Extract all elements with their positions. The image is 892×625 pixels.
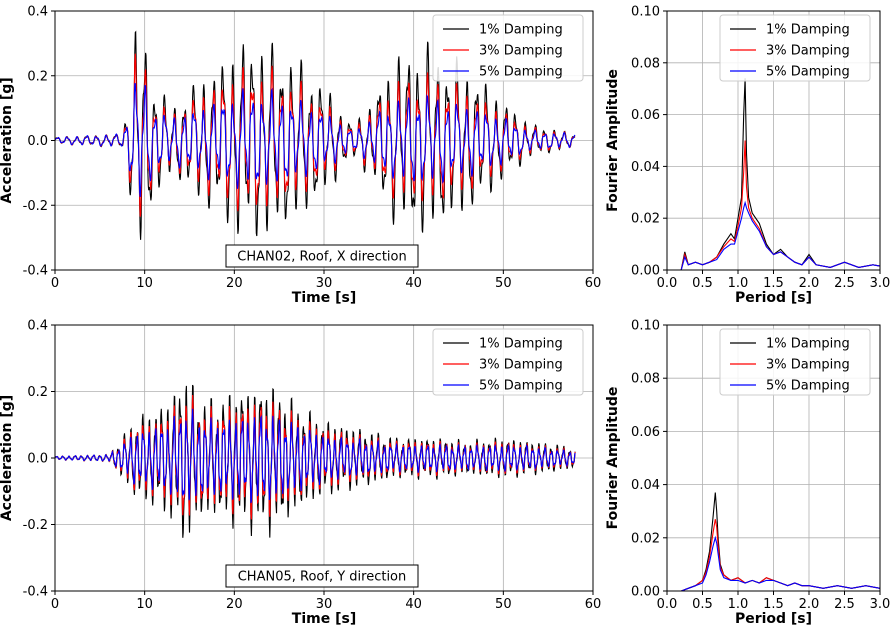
x-tick-label: 50 bbox=[495, 276, 512, 291]
x-tick-label: 40 bbox=[405, 597, 422, 612]
series-line-3pct bbox=[680, 140, 880, 270]
y-tick-label: 0.00 bbox=[631, 264, 660, 279]
annotation-box: CHAN05, Roof, Y direction bbox=[225, 564, 419, 588]
x-tick-label: 10 bbox=[136, 276, 153, 291]
series-line-5pct bbox=[55, 83, 576, 198]
x-tick-label: 60 bbox=[585, 276, 602, 291]
y-tick-label: 0.04 bbox=[631, 478, 660, 493]
x-tick-label: 1.5 bbox=[763, 276, 784, 291]
x-tick-label: 0.0 bbox=[657, 597, 678, 612]
legend-label: 5% Damping bbox=[766, 65, 850, 80]
x-tick-label: 20 bbox=[226, 276, 243, 291]
y-tick-label: 0.4 bbox=[27, 5, 48, 20]
y-tick-label: 0.04 bbox=[631, 160, 660, 175]
series-line-1pct bbox=[681, 492, 880, 591]
y-tick-label: 0.06 bbox=[631, 425, 660, 440]
legend-label: 1% Damping bbox=[479, 337, 563, 352]
legend-box bbox=[432, 328, 584, 396]
legend-label: 3% Damping bbox=[479, 44, 563, 59]
x-tick-label: 1.5 bbox=[763, 597, 784, 612]
y-tick-label: 0.0 bbox=[27, 134, 48, 149]
y-tick-label: -0.2 bbox=[23, 199, 48, 214]
x-tick-label: 0.0 bbox=[657, 276, 678, 291]
series-line-1pct bbox=[680, 78, 880, 270]
legend-label: 5% Damping bbox=[766, 379, 850, 394]
y-tick-label: 0.08 bbox=[631, 56, 660, 71]
x-tick-label: 30 bbox=[316, 597, 333, 612]
y-axis-label: Fourier Amplitude bbox=[605, 69, 621, 212]
series-line-5pct bbox=[681, 535, 880, 591]
x-axis-label: Time [s] bbox=[292, 611, 356, 625]
y-tick-label: 0.06 bbox=[631, 108, 660, 123]
legend-label: 5% Damping bbox=[479, 65, 563, 80]
x-tick-label: 2.5 bbox=[834, 276, 855, 291]
x-tick-label: 30 bbox=[316, 276, 333, 291]
x-tick-label: 1.0 bbox=[728, 597, 749, 612]
y-tick-label: 0.10 bbox=[631, 5, 660, 20]
y-tick-label: -0.4 bbox=[23, 585, 48, 600]
x-tick-label: 2.0 bbox=[799, 597, 820, 612]
chan02-fourier-panel: 0.0 0.5 1.0 1.5 2.0 2.5 3.0 0.00 0.02 0.04 0.06 0.0… bbox=[605, 5, 890, 307]
series-line-5pct bbox=[680, 200, 880, 270]
x-tick-label: 50 bbox=[495, 597, 512, 612]
x-tick-label: 2.0 bbox=[799, 276, 820, 291]
y-tick-label: 0.08 bbox=[631, 372, 660, 387]
x-tick-label: 3.0 bbox=[870, 276, 891, 291]
x-tick-label: 0 bbox=[51, 276, 59, 291]
annotation-box: CHAN02, Roof, X direction bbox=[225, 244, 419, 268]
annotation-text: CHAN02, Roof, X direction bbox=[237, 250, 406, 265]
x-tick-label: 10 bbox=[136, 597, 153, 612]
x-tick-label: 1.0 bbox=[728, 276, 749, 291]
legend-label: 3% Damping bbox=[766, 44, 850, 59]
legend-label: 3% Damping bbox=[479, 358, 563, 373]
series-line-5pct bbox=[55, 408, 576, 504]
legend-label: 1% Damping bbox=[766, 23, 850, 38]
legend-box bbox=[719, 14, 871, 82]
chan05-fourier-panel: 0.0 0.5 1.0 1.5 2.0 2.5 3.0 0.00 0.02 0.04 0.06 0.0… bbox=[605, 319, 890, 625]
legend-box bbox=[432, 14, 584, 82]
y-tick-label: 0.0 bbox=[27, 452, 48, 467]
y-tick-label: -0.2 bbox=[23, 518, 48, 533]
chan02-time-panel: 0 10 20 30 40 50 60-0.4-0.20.00.20.4 Time [s] … bbox=[0, 5, 601, 307]
x-axis-label: Period [s] bbox=[735, 611, 812, 625]
x-tick-label: 40 bbox=[405, 276, 422, 291]
legend-label: 1% Damping bbox=[766, 337, 850, 352]
y-tick-label: 0.10 bbox=[631, 319, 660, 334]
y-tick-label: 0.00 bbox=[631, 585, 660, 600]
legend-label: 5% Damping bbox=[479, 379, 563, 394]
legend-label: 1% Damping bbox=[479, 23, 563, 38]
y-axis-label: Acceleration [g] bbox=[0, 77, 15, 203]
x-tick-label: 0.5 bbox=[692, 597, 713, 612]
legend: 1% Damping 3% Damping 5% Damping bbox=[719, 14, 871, 82]
annotation-text: CHAN05, Roof, Y direction bbox=[238, 570, 407, 585]
y-tick-label: -0.4 bbox=[23, 264, 48, 279]
y-tick-label: 0.02 bbox=[631, 212, 660, 227]
y-tick-label: 0.02 bbox=[631, 531, 660, 546]
y-tick-label: 0.4 bbox=[27, 319, 48, 334]
y-tick-label: 0.2 bbox=[27, 69, 48, 84]
y-axis-label: Acceleration [g] bbox=[0, 395, 15, 521]
chan05-time-panel: 0 10 20 30 40 50 60-0.4-0.20.00.20.4 Time [s] … bbox=[0, 319, 601, 625]
y-tick-label: 0.2 bbox=[27, 385, 48, 400]
x-axis-label: Time [s] bbox=[292, 290, 356, 306]
x-axis-label: Period [s] bbox=[735, 290, 812, 306]
x-tick-label: 2.5 bbox=[834, 597, 855, 612]
legend-label: 3% Damping bbox=[766, 358, 850, 373]
x-tick-label: 60 bbox=[585, 597, 602, 612]
x-tick-label: 20 bbox=[226, 597, 243, 612]
x-tick-label: 0.5 bbox=[692, 276, 713, 291]
y-axis-label: Fourier Amplitude bbox=[605, 387, 621, 530]
legend-box bbox=[719, 328, 871, 396]
legend: 1% Damping 3% Damping 5% Damping bbox=[432, 14, 584, 82]
legend: 1% Damping 3% Damping 5% Damping bbox=[719, 328, 871, 396]
x-tick-label: 0 bbox=[51, 597, 59, 612]
legend: 1% Damping 3% Damping 5% Damping bbox=[432, 328, 584, 396]
x-tick-label: 3.0 bbox=[870, 597, 891, 612]
